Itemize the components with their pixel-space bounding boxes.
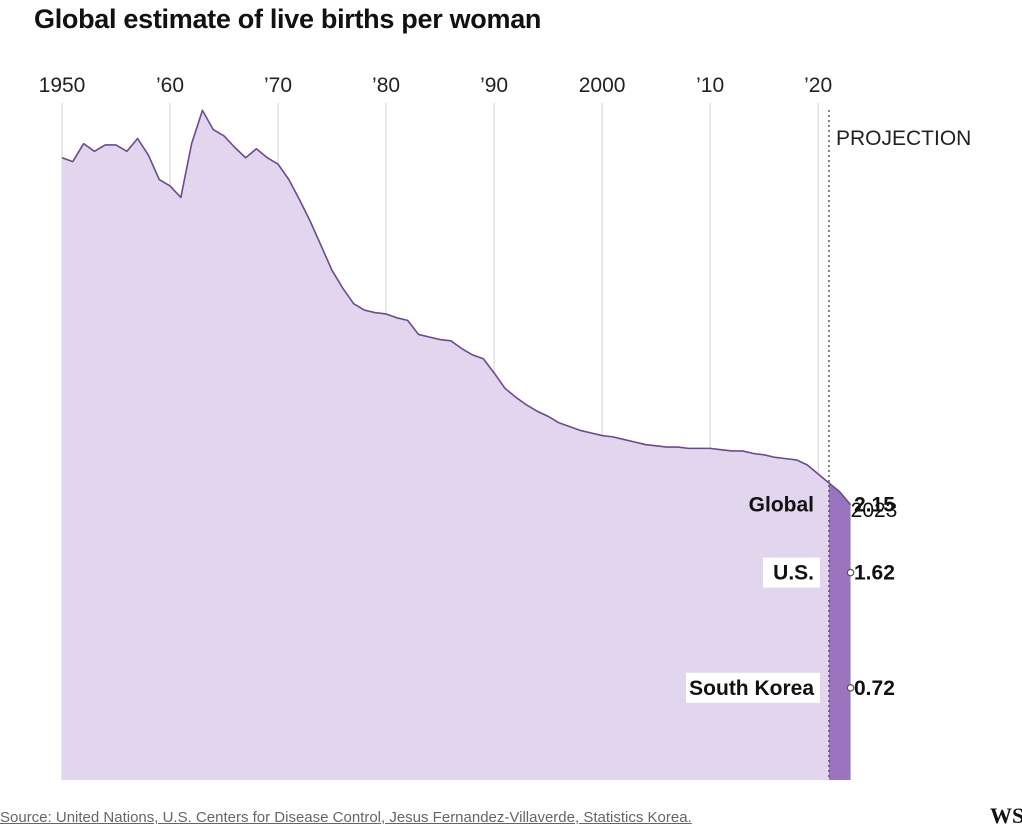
area-layer (61, 109, 852, 780)
value-label-u-s-: 1.62 (854, 562, 895, 585)
series-label-global: Global (749, 494, 814, 517)
label-bg-south-korea (686, 672, 820, 703)
x-tick-label-1990: ’90 (480, 74, 508, 97)
projection-area (828, 482, 851, 780)
marker-south-korea (846, 684, 855, 692)
source-note: Source: United Nations, U.S. Centers for… (0, 809, 692, 826)
x-tick-label-2000: 2000 (579, 74, 626, 97)
x-tick-label-1970: ’70 (264, 74, 292, 97)
end-year-label: 2023 (851, 499, 898, 522)
value-label-global: 2.15 (854, 494, 895, 517)
chart-title: Global estimate of live births per woman (34, 4, 542, 34)
label-layer: 1950 ’60 ’70 ’80 ’90 2000 ’10 ’20 PROJECTION 2023… (39, 74, 971, 780)
x-tick-label-1950: 1950 (39, 74, 86, 97)
x-tick-label-2010: ’10 (696, 74, 724, 97)
series-label-south-korea: South Korea (689, 677, 814, 700)
x-tick-label-2020: ’20 (804, 74, 832, 97)
global-series-line (61, 109, 852, 506)
x-tick-label-1960: ’60 (156, 74, 184, 97)
series-label-u-s-: U.S. (773, 562, 814, 585)
publisher-logo: WSJ (990, 803, 1022, 828)
births-area-chart: 1950 ’60 ’70 ’80 ’90 2000 ’10 ’20 PROJECTION 2023… (39, 74, 971, 780)
x-tick-label-1980: ’80 (372, 74, 400, 97)
label-bg-u-s- (763, 557, 820, 588)
marker-u-s- (846, 568, 855, 577)
projection-label: PROJECTION (836, 127, 971, 150)
value-label-south-korea: 0.72 (854, 677, 895, 700)
historical-area (62, 110, 829, 780)
